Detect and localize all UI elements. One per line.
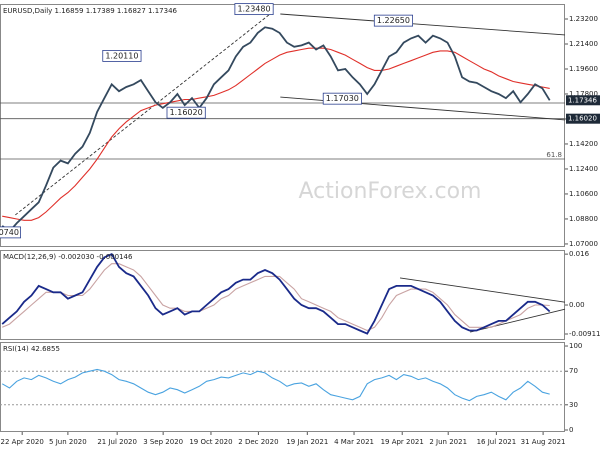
x-tick-label: 19 Jan 2021 (286, 438, 328, 446)
y-tick-label: 1.17800 (569, 90, 598, 98)
watermark: ActionForex.com (299, 179, 482, 204)
y-tick-label: 1.12400 (569, 165, 598, 173)
y-tick-label: 1.07000 (569, 240, 598, 248)
annotation-box (373, 14, 414, 27)
y-tick-label: 100 (569, 342, 582, 350)
y-tick-label: 1.08800 (569, 215, 598, 223)
panel-title: MACD(12,26,9) -0.002030 -0.000146 (3, 253, 133, 261)
y-tick-label: 0.016 (569, 250, 590, 258)
panel-frame (0, 250, 565, 340)
y-tick-label: 0 (569, 426, 573, 434)
price-tag (566, 95, 600, 106)
annotation-label: 1.22650 (377, 16, 410, 25)
trendline (469, 308, 566, 333)
y-tick-label: 30 (569, 401, 578, 409)
annotation-label: 1.23480 (237, 5, 270, 14)
annotation-box (0, 226, 21, 239)
x-tick-label: 19 Apr 2021 (381, 438, 424, 446)
x-tick-label: 31 Aug 2021 (521, 438, 566, 446)
annotation-box (322, 92, 362, 105)
trendline (280, 13, 566, 36)
price-tag (566, 113, 600, 124)
x-tick-label: 21 Jul 2020 (97, 438, 137, 446)
annotation-label: 1.16020 (170, 108, 203, 117)
series-line (1, 26, 551, 233)
y-tick-label: 1.21400 (569, 40, 598, 48)
series-line (1, 252, 551, 335)
trendline (15, 13, 271, 216)
y-tick-label: 1.23200 (569, 15, 598, 23)
x-tick-label: 2 Dec 2020 (238, 438, 278, 446)
x-tick-label: 4 Mar 2021 (334, 438, 374, 446)
y-tick-label: 70 (569, 367, 578, 375)
series-line (1, 368, 550, 402)
price-tag-label: 1.17346 (568, 96, 597, 104)
panel-title: EURUSD,Daily 1.16859 1.17389 1.16827 1.1… (3, 7, 178, 15)
annotation-label: 1.20110 (105, 51, 138, 60)
price-tag-label: 1.16020 (568, 115, 597, 123)
y-tick-label: 0.00 (569, 301, 585, 309)
level-label: 61.8 (546, 151, 562, 159)
x-tick-label: 16 Jul 2021 (477, 438, 517, 446)
x-tick-label: 5 Jun 2020 (49, 438, 87, 446)
panel-frame (0, 342, 565, 432)
annotation-label: 0740 (0, 228, 19, 237)
annotation-box (166, 106, 206, 119)
x-tick-label: 19 Oct 2020 (189, 438, 232, 446)
y-tick-label: 1.19600 (569, 65, 598, 73)
x-tick-label: 2 Jun 2021 (429, 438, 467, 446)
y-tick-label: -0.009116 (569, 330, 600, 338)
x-tick-label: 22 Apr 2020 (1, 438, 44, 446)
panel-title: RSI(14) 42.6855 (3, 345, 60, 353)
y-tick-label: 1.10600 (569, 190, 598, 198)
y-tick-label: 1.14200 (569, 140, 598, 148)
trendline (399, 277, 566, 303)
x-tick-label: 3 Sep 2020 (143, 438, 183, 446)
annotation-label: 1.17030 (326, 94, 359, 103)
annotation-box (102, 50, 142, 62)
annotation-box (234, 3, 274, 16)
panel-frame (0, 4, 565, 247)
series-line (2, 47, 550, 221)
